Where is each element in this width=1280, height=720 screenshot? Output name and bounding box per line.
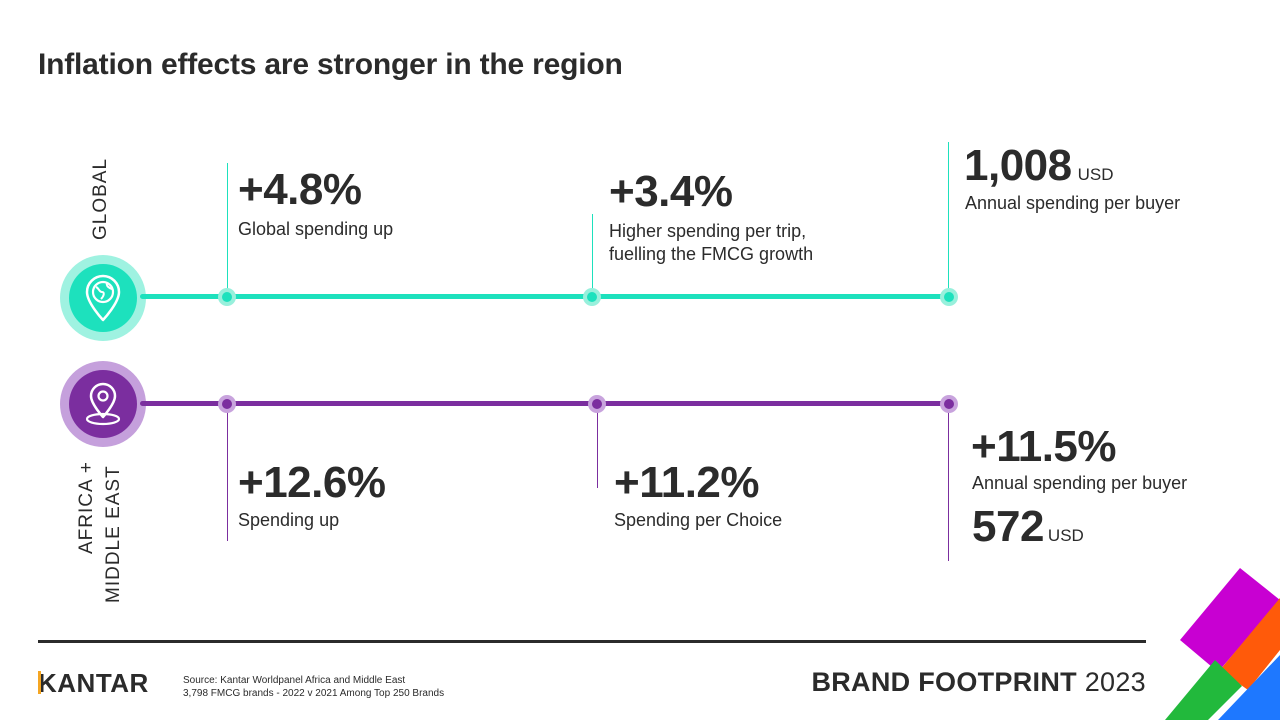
region-connector-3: [948, 404, 949, 561]
kantar-logo: KANTAR: [38, 668, 149, 699]
global-spending-value: +4.8%: [238, 165, 362, 214]
global-annual-number: 1,008: [964, 141, 1072, 190]
page-title: Inflation effects are stronger in the re…: [38, 48, 623, 81]
region-annual-growth-value: +11.5%: [971, 422, 1117, 471]
region-spending-value: +12.6%: [238, 458, 386, 507]
global-annual-value: 1,008 USD: [964, 144, 1114, 188]
trip-spending-value: +3.4%: [609, 167, 733, 216]
region-label-line2: MIDDLE EAST: [103, 465, 124, 603]
global-dot-2: [583, 288, 601, 306]
location-pin-icon: [69, 370, 137, 438]
brand-title-bold: BRAND FOOTPRINT: [811, 667, 1077, 697]
region-spending-desc: Spending up: [238, 510, 340, 530]
source-line-2: 3,798 FMCG brands - 2022 v 2021 Among To…: [183, 688, 445, 699]
region-connector-1: [227, 404, 228, 541]
brand-year: 2023: [1084, 667, 1146, 697]
logo-accent-mark: [38, 671, 41, 694]
globe-pin-icon: [69, 264, 137, 332]
global-annual-unit: USD: [1077, 165, 1114, 184]
global-icon-badge: [60, 255, 146, 341]
source-line-1: Source: Kantar Worldpanel Africa and Mid…: [183, 675, 406, 686]
footer-divider: [38, 640, 1146, 643]
decorative-stripes: [1165, 568, 1280, 720]
logo-text: KANTAR: [38, 668, 149, 698]
stripe-green: [1165, 660, 1242, 720]
global-timeline: [140, 294, 950, 299]
region-connector-2: [597, 404, 598, 488]
source-note: Source: Kantar Worldpanel Africa and Mid…: [183, 674, 444, 700]
choice-spending-value: +11.2%: [614, 458, 760, 507]
stripe-orange: [1220, 598, 1280, 690]
global-label: GLOBAL: [90, 157, 111, 240]
region-annual-unit: USD: [1047, 526, 1084, 545]
region-timeline: [140, 401, 950, 406]
trip-spending-desc-2: fuelling the FMCG growth: [609, 244, 814, 264]
region-dot-1: [218, 395, 236, 413]
global-connector-1: [227, 163, 228, 297]
region-dot-2: [588, 395, 606, 413]
region-annual-amount: 572 USD: [972, 505, 1084, 549]
global-connector-3: [948, 142, 949, 297]
region-icon-badge: [60, 361, 146, 447]
global-dot-3: [940, 288, 958, 306]
region-annual-number: 572: [972, 502, 1044, 551]
brand-footprint-title: BRAND FOOTPRINT 2023: [811, 667, 1146, 698]
global-annual-desc: Annual spending per buyer: [965, 193, 1181, 213]
global-spending-desc: Global spending up: [238, 219, 394, 239]
trip-spending-desc-1: Higher spending per trip,: [609, 221, 807, 241]
global-dot-1: [218, 288, 236, 306]
region-annual-desc: Annual spending per buyer: [972, 473, 1188, 493]
stripe-blue: [1218, 655, 1280, 720]
region-label-line1: AFRICA +: [76, 461, 97, 554]
stripe-magenta: [1180, 568, 1280, 672]
region-dot-3: [940, 395, 958, 413]
global-connector-2: [592, 214, 593, 297]
choice-spending-desc: Spending per Choice: [614, 510, 783, 530]
